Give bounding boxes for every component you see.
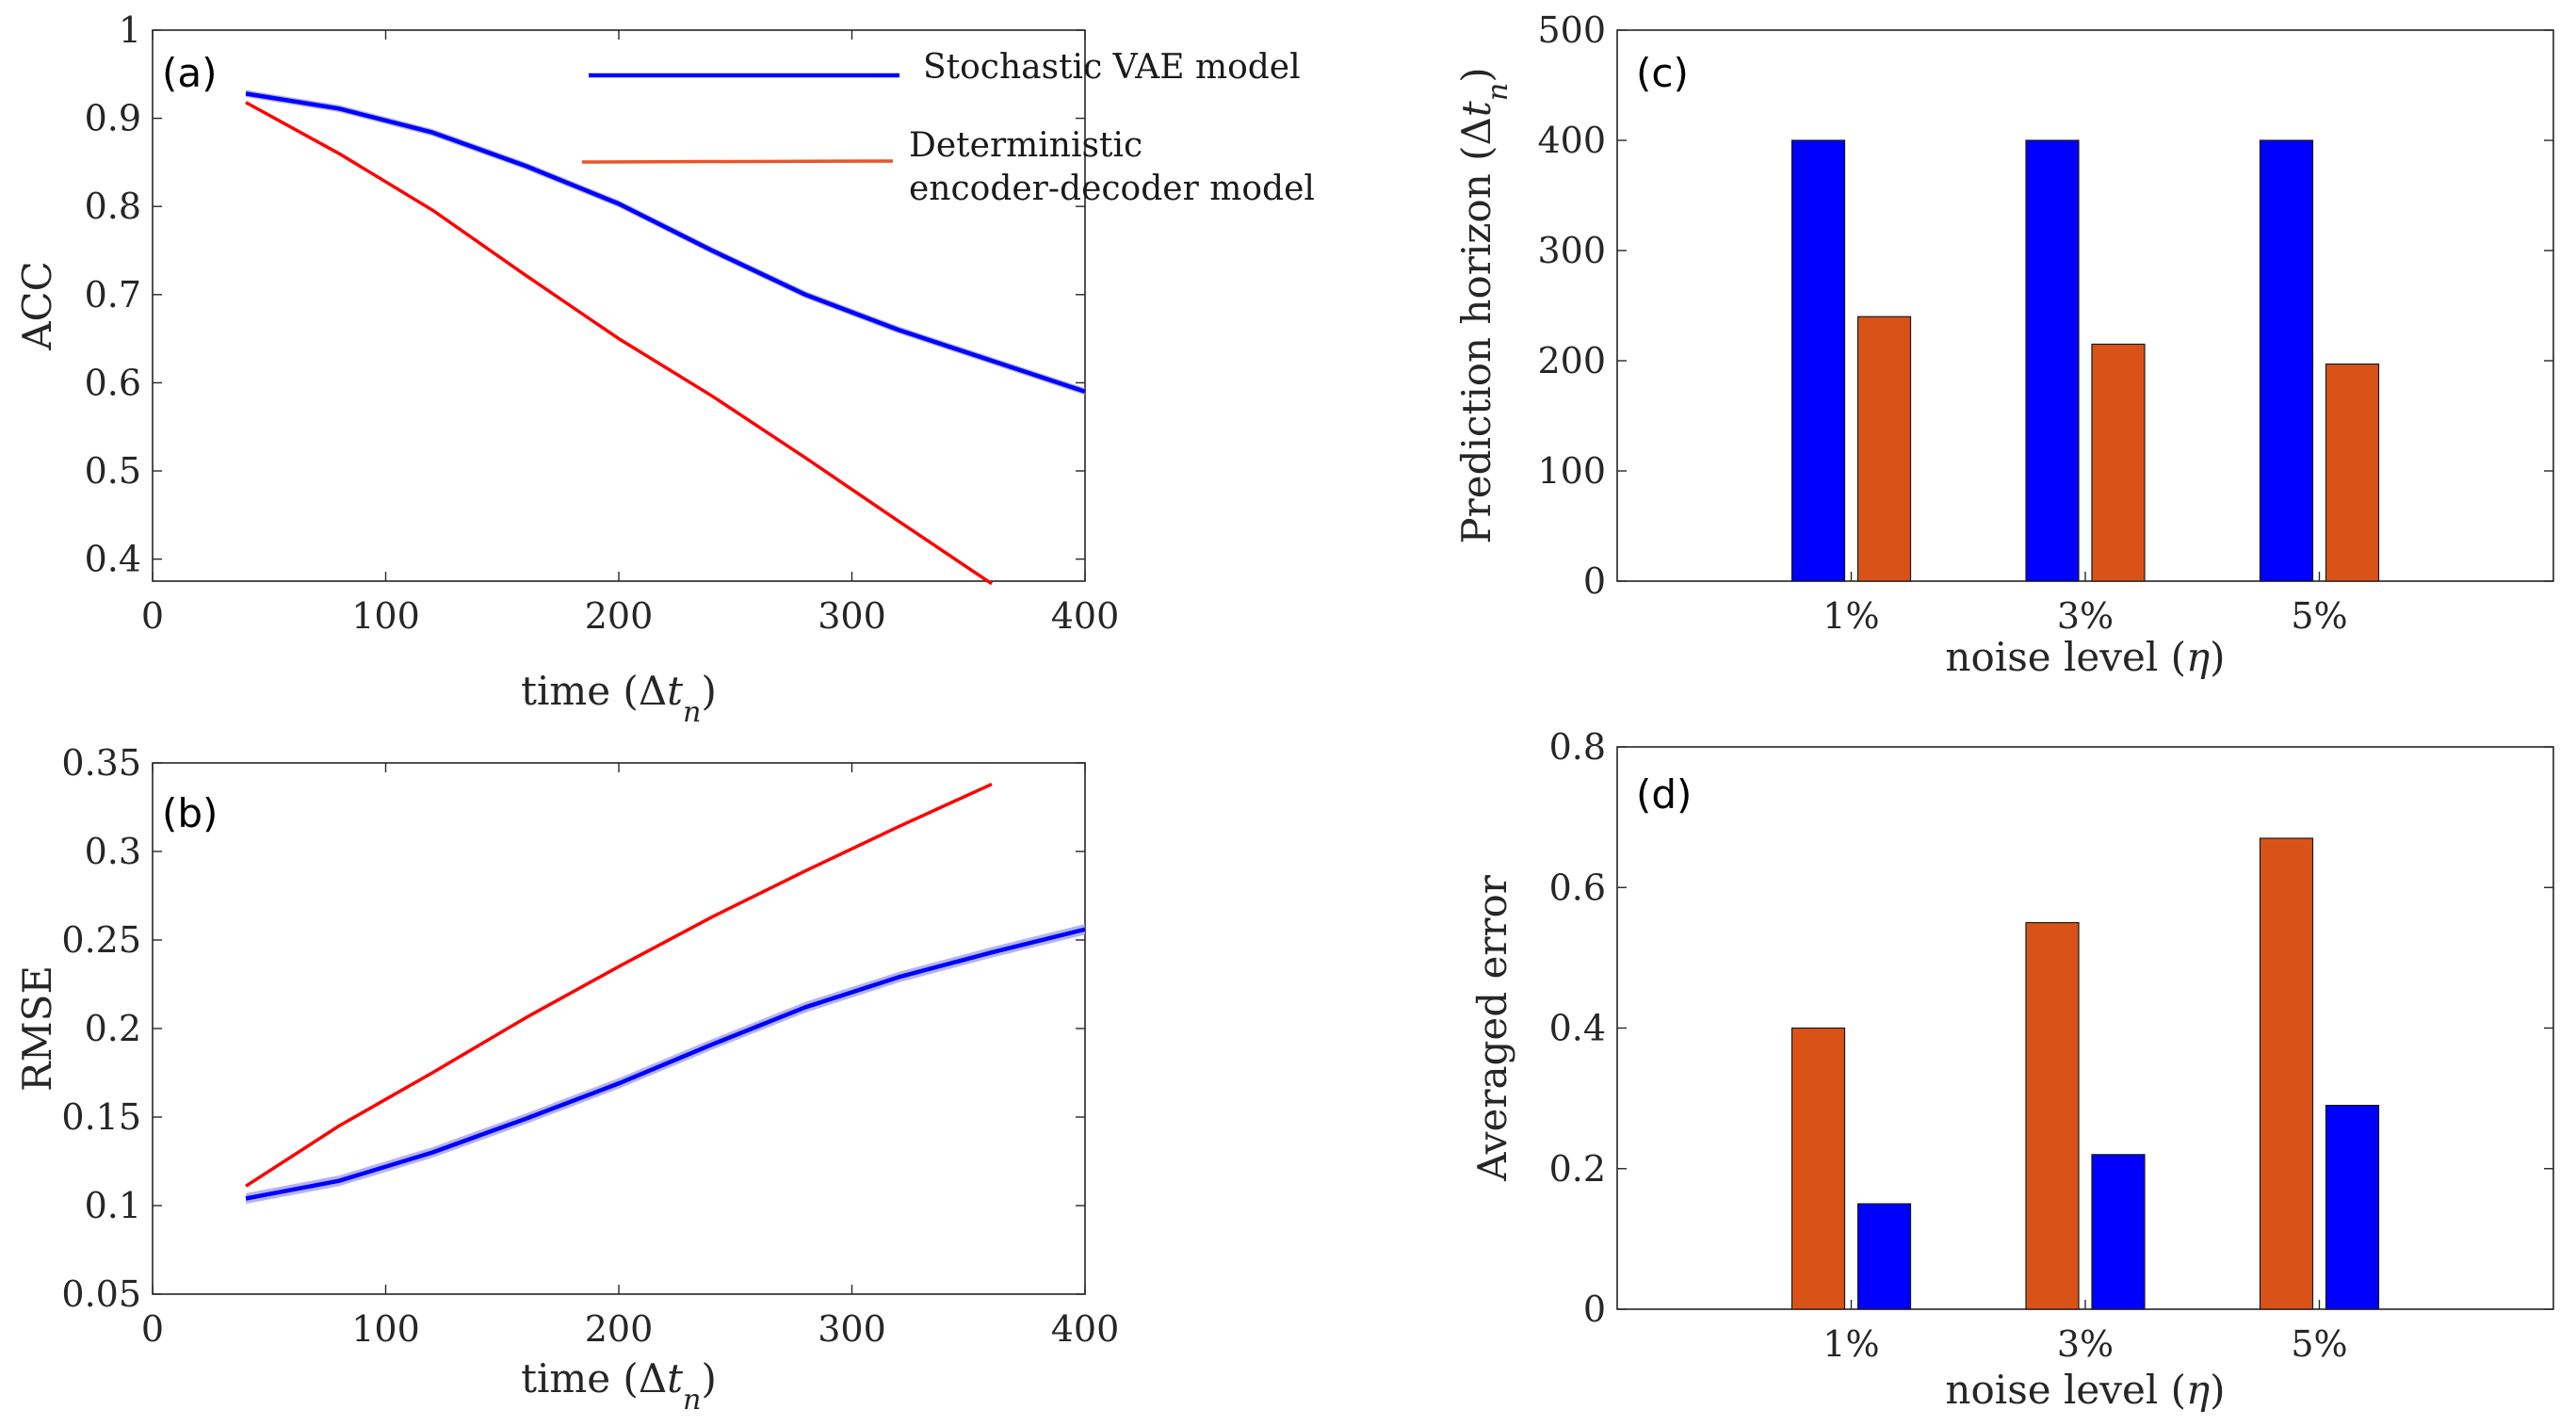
y-tick-label: 0.6 [85, 362, 141, 403]
x-tick-label: 0 [141, 1308, 164, 1350]
plot-frame [152, 29, 1086, 582]
deterministic-bar-3pct [2091, 343, 2146, 582]
x-tick-label: 200 [585, 1308, 654, 1350]
vae-bar-3pct [2025, 139, 2080, 582]
y-tick-label: 0.3 [85, 831, 141, 872]
y-tick-label: 0.9 [85, 98, 141, 139]
x-axis-label: time (Δtn) [521, 668, 717, 729]
panel-label: (b) [162, 790, 218, 836]
legend-deterministic-label-line2: encoder-decoder model [909, 170, 1315, 208]
deterministic-bar-1pct [1790, 1027, 1846, 1310]
y-tick-label: 0.8 [1549, 726, 1606, 768]
x-tick-label: 400 [1051, 595, 1120, 637]
x-tick-label: 5% [2291, 1323, 2347, 1365]
legend-vae-label: Stochastic VAE model [923, 48, 1301, 87]
panel-label: (c) [1636, 50, 1689, 96]
y-axis-label: ACC [14, 261, 60, 351]
y-tick-label: 0.5 [85, 450, 141, 492]
y-axis-label: Prediction horizon (Δtn) [1453, 67, 1515, 543]
plot-frame [1616, 746, 2554, 1310]
vae-series-line [245, 927, 1086, 1201]
x-tick-label: 300 [818, 595, 886, 637]
vae-bar-3pct [2091, 1154, 2146, 1310]
y-tick-label: 0.7 [85, 274, 141, 316]
y-tick-label: 0.1 [85, 1185, 141, 1226]
deterministic-bar-5pct [2325, 363, 2380, 582]
x-tick-label: 400 [1051, 1308, 1120, 1350]
y-tick-label: 0 [1583, 1288, 1606, 1330]
x-tick-label: 100 [351, 1308, 420, 1350]
vae-bar-1pct [1856, 1203, 1912, 1310]
chart-panel-d: 0 0.2 0.4 0.6 0.8 1% 3% 5% noise level (η) Averag… [1469, 726, 2554, 1413]
legend-deterministic-swatch [581, 159, 894, 164]
y-tick-label: 0 [1583, 560, 1606, 602]
x-tick-label: 5% [2291, 595, 2347, 637]
y-tick-label: 0.6 [1549, 867, 1606, 908]
vae-bar-1pct [1790, 139, 1846, 582]
y-axis-label: RMSE [14, 965, 60, 1092]
chart-panel-c: 0 100 200 300 400 500 1% 3% 5% noise level (η) Pre… [1453, 9, 2554, 680]
deterministic-bar-5pct [2259, 837, 2314, 1310]
legend: Stochastic VAE model Deterministic encoder… [581, 48, 1315, 208]
y-tick-label: 0.05 [61, 1273, 141, 1315]
deterministic-series-line [245, 782, 993, 1188]
y-tick-label: 0.4 [1549, 1008, 1606, 1049]
x-tick-label: 0 [141, 595, 164, 637]
x-axis-label: noise level (η) [1945, 634, 2225, 680]
x-tick-label: 100 [351, 595, 420, 637]
y-tick-label: 0.35 [61, 742, 141, 784]
y-tick-label: 0.2 [85, 1008, 141, 1049]
x-tick-label: 1% [1823, 595, 1879, 637]
y-tick-label: 0.8 [85, 186, 141, 227]
x-tick-label: 3% [2057, 595, 2114, 637]
x-axis-label: noise level (η) [1945, 1367, 2225, 1413]
y-tick-label: 300 [1537, 230, 1606, 271]
x-tick-label: 300 [818, 1308, 886, 1350]
y-axis-label: Averaged error [1469, 874, 1515, 1182]
panel-label: (a) [162, 50, 218, 96]
plot-frame [1616, 29, 2554, 582]
vae-bar-5pct [2325, 1104, 2380, 1310]
vae-bar-5pct [2259, 139, 2314, 582]
y-tick-label: 0.4 [85, 539, 141, 580]
y-tick-label: 0.25 [61, 919, 141, 961]
y-tick-label: 0.2 [1549, 1148, 1606, 1190]
chart-panel-b: 0.05 0.1 0.15 0.2 0.25 0.3 0.35 0 100 200 300 400 ti… [14, 742, 1119, 1417]
y-tick-label: 100 [1537, 450, 1606, 492]
y-tick-label: 400 [1537, 120, 1606, 161]
deterministic-series-line [245, 101, 993, 586]
y-tick-label: 1 [119, 9, 141, 51]
x-tick-label: 200 [585, 595, 654, 637]
y-tick-label: 500 [1537, 9, 1606, 51]
legend-deterministic-label-line1: Deterministic [909, 126, 1142, 165]
x-axis-label: time (Δtn) [521, 1355, 717, 1417]
panel-label: (d) [1636, 771, 1692, 818]
y-tick-label: 200 [1537, 340, 1606, 381]
deterministic-bar-1pct [1856, 316, 1912, 582]
y-tick-label: 0.15 [61, 1096, 141, 1138]
x-tick-label: 1% [1823, 1323, 1879, 1365]
x-tick-label: 3% [2057, 1323, 2114, 1365]
plot-frame [152, 762, 1086, 1295]
chart-panel-a: 0.4 0.5 0.6 0.7 0.8 0.9 1 0 100 200 300 400 time (Δt… [14, 9, 1119, 729]
vae-series-line [245, 91, 1086, 394]
deterministic-bar-3pct [2025, 921, 2080, 1310]
